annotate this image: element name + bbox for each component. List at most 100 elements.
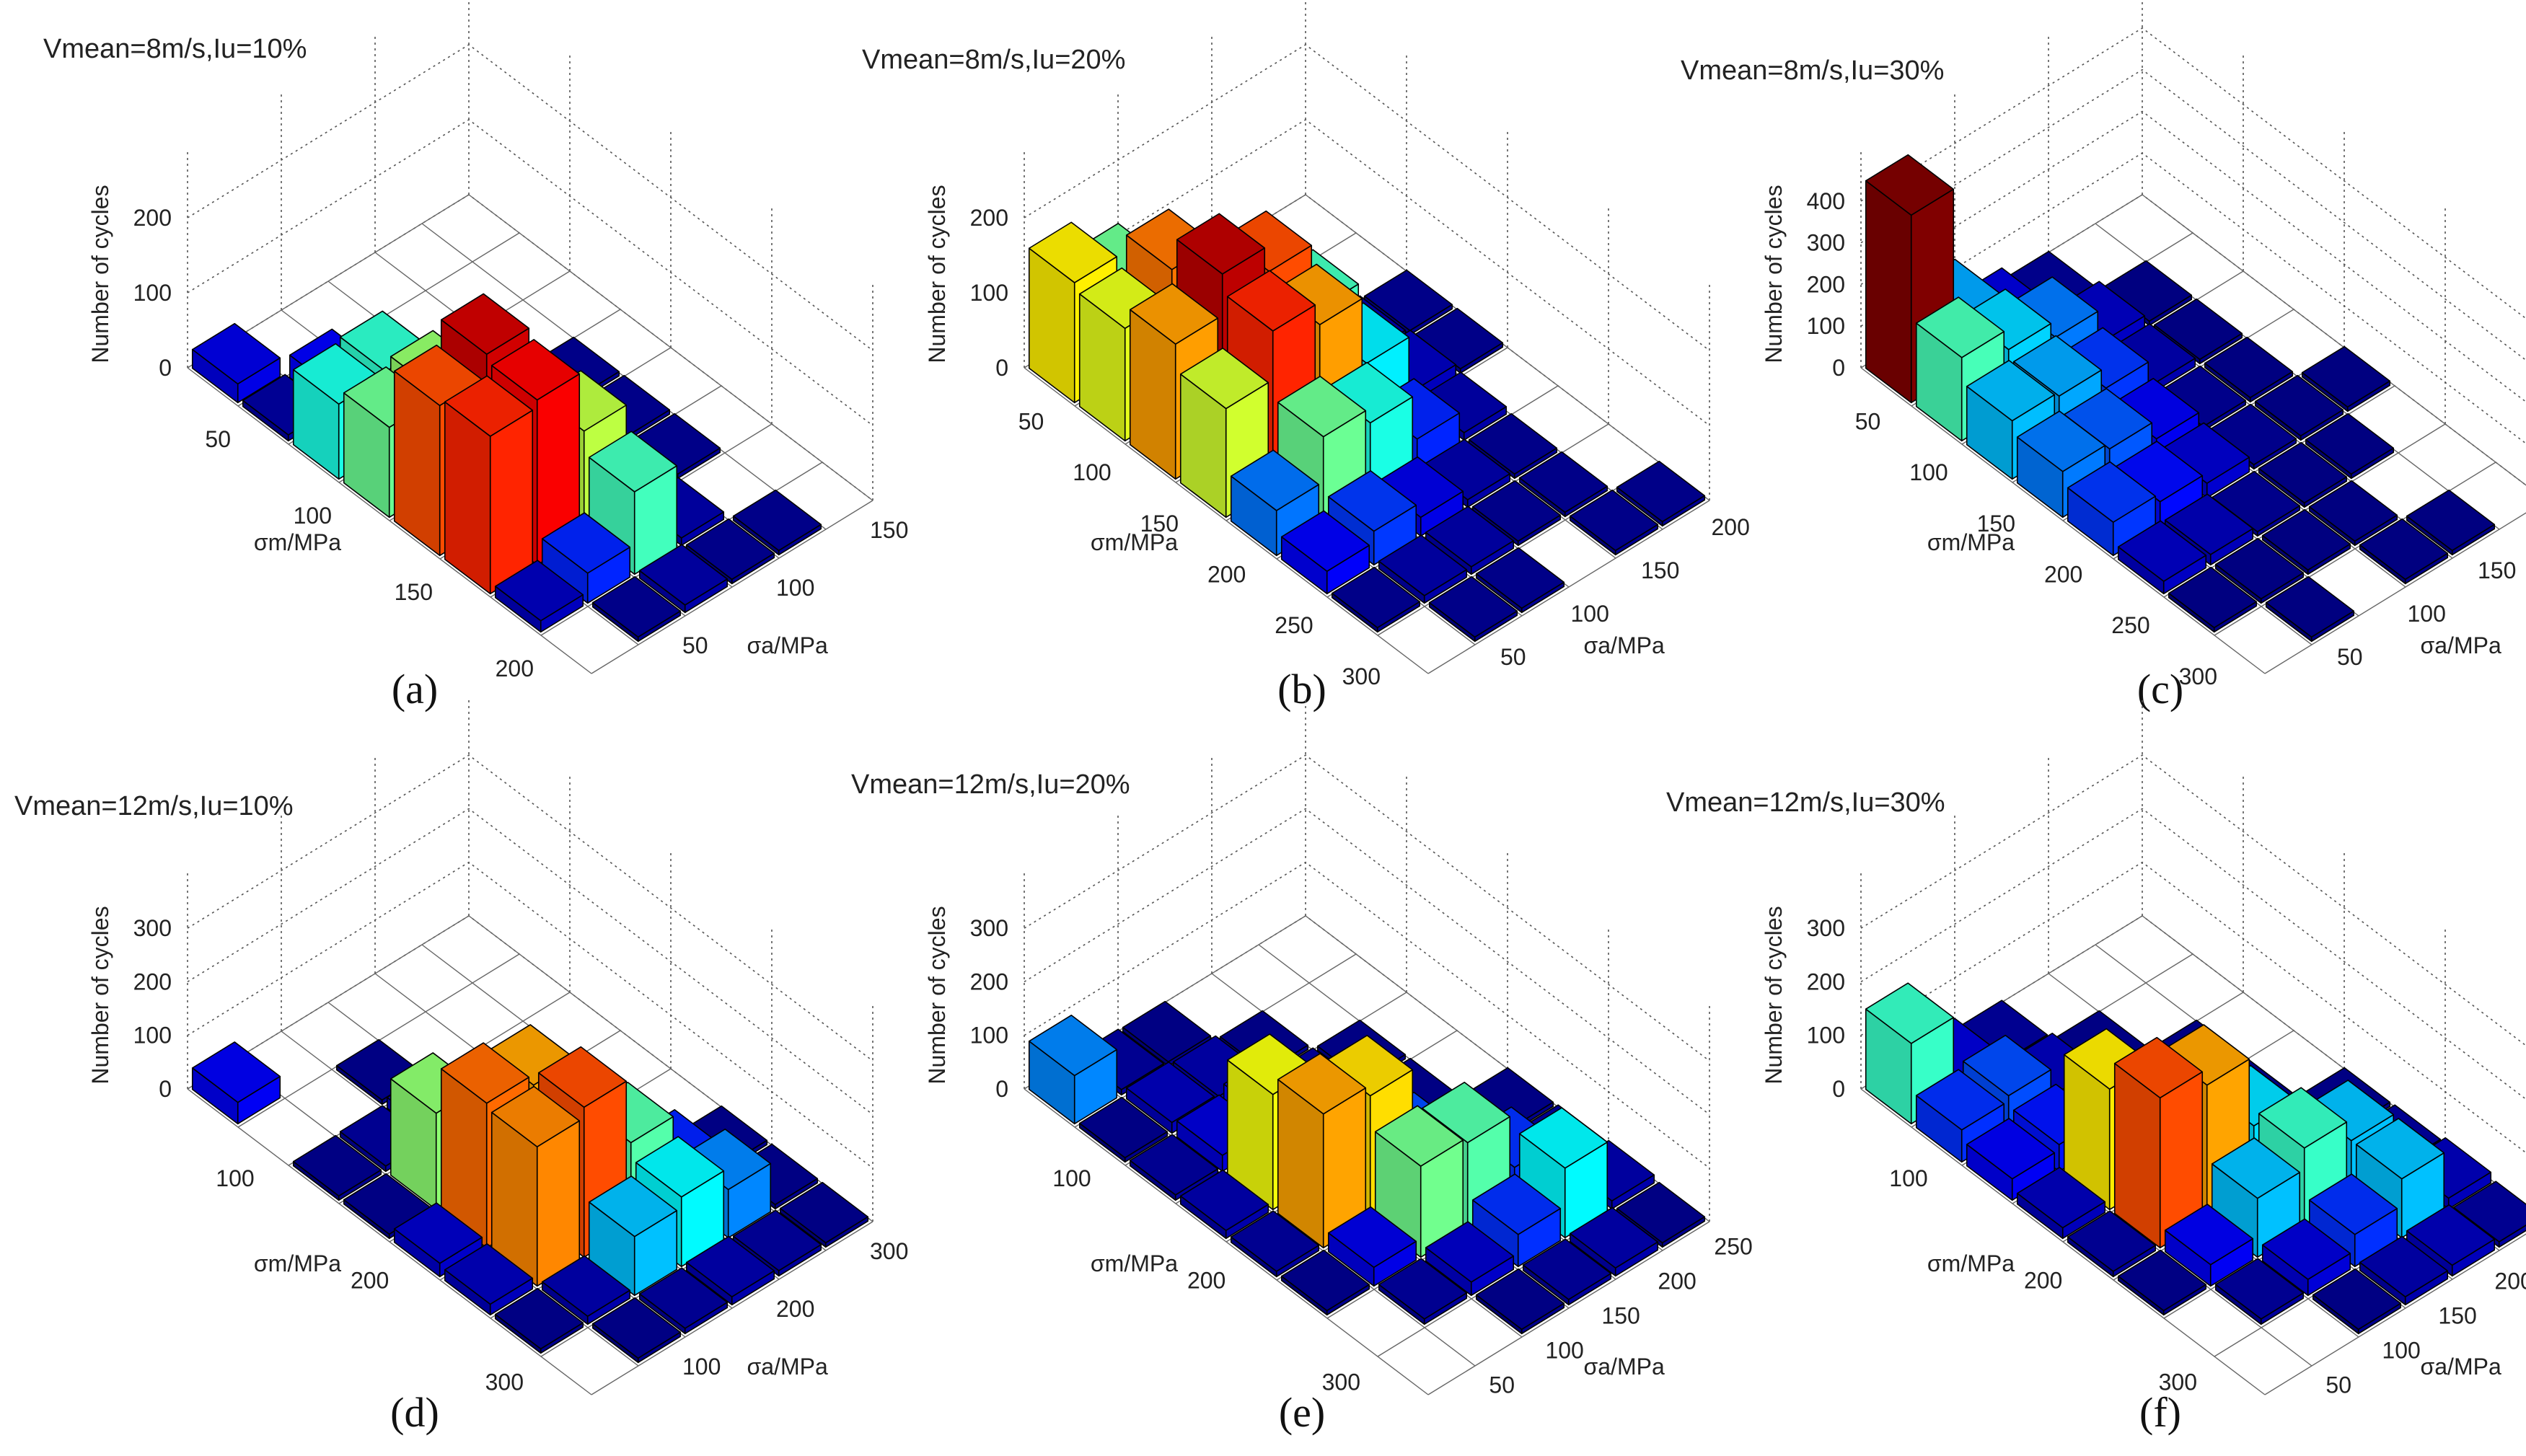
bar-m5-a2: [1374, 1105, 1464, 1258]
y-tick-label: 200: [1658, 1269, 1696, 1294]
z-tick-label: 200: [133, 205, 172, 231]
x-tick-label: 200: [2024, 1267, 2062, 1293]
bar-m6-a2: [588, 1175, 678, 1297]
z-tick-label: 100: [1807, 1023, 1845, 1049]
bar-m7-a4: [1569, 489, 1659, 556]
y-tick-label: 250: [1714, 1234, 1752, 1260]
z-tick-label: 100: [970, 1023, 1008, 1049]
bar-m7-a5: [779, 1181, 869, 1248]
x-tick-label: 300: [2159, 1369, 2197, 1395]
y-tick-label: 100: [2408, 601, 2446, 627]
z-tick-label: 200: [1807, 271, 1845, 297]
bars: [1865, 154, 2496, 643]
z-tick-label: 200: [1807, 969, 1845, 994]
z-tick-label: 100: [133, 1023, 172, 1049]
bar-m4-a1: [2113, 1036, 2204, 1249]
bar-m6-a4: [1518, 451, 1609, 518]
panel-b: 0 100 200 50 100 150 200 250 300 50 100 150 200 Numbe…: [862, 0, 1750, 689]
bar-m6-a2: [2261, 1218, 2351, 1297]
x-tick-label: 300: [2179, 663, 2217, 689]
bar-m7-a2: [638, 544, 729, 614]
x-tick-label: 50: [1018, 408, 1044, 434]
x-tick-label: 100: [216, 1165, 254, 1191]
bar-m6-a1: [2214, 1258, 2305, 1325]
z-axis-label: Number of cycles: [924, 185, 950, 363]
z-tick-label: 200: [133, 969, 172, 994]
bars: [1865, 982, 2526, 1335]
bar-m5-a0: [444, 375, 534, 595]
bar-m7-a5: [1616, 460, 1706, 527]
x-tick-label: 200: [1207, 561, 1246, 587]
chart-title: Vmean=8m/s,Iu=20%: [862, 45, 1125, 75]
bar-m5-a0: [1280, 1249, 1370, 1316]
bar-m5-a0: [444, 1243, 534, 1316]
y-tick-label: 200: [2494, 1269, 2526, 1294]
bar-m7-a3: [685, 1235, 775, 1306]
panel-a: 0 100 200 50 100 150 200 50 100 150 Number of cycl…: [43, 0, 908, 681]
bar-m1-a0: [1078, 1096, 1169, 1163]
bar-m6-a2: [1425, 1221, 1515, 1297]
bar-m7-a2: [1475, 1268, 1565, 1335]
panel-caption: (c): [2137, 666, 2183, 712]
panel-caption: (e): [1279, 1389, 1325, 1436]
bar-m5-a1: [1327, 1206, 1417, 1287]
bar-m6-a1: [1378, 534, 1468, 604]
chart-title: Vmean=12m/s,Iu=20%: [851, 769, 1130, 800]
z-tick-label: 0: [159, 355, 172, 381]
bars: [1028, 1000, 1706, 1335]
x-tick-label: 300: [485, 1369, 524, 1395]
z-tick-label: 100: [133, 280, 172, 306]
y-tick-label: 100: [1571, 601, 1609, 627]
z-axis-label: Number of cycles: [1761, 185, 1787, 363]
bar-m6-a0: [1331, 566, 1421, 633]
x-tick-label: 100: [1073, 459, 1111, 485]
z-tick-label: 300: [970, 915, 1008, 941]
x-tick-label: 300: [1322, 1369, 1360, 1395]
bar-m6-a2: [1425, 506, 1515, 575]
bar-m4-a4: [2254, 374, 2344, 441]
z-axis-label: Number of cycles: [87, 906, 113, 1084]
bar-m2-a0: [292, 1134, 382, 1201]
bars: [191, 293, 822, 643]
y-tick-label: 200: [776, 1296, 814, 1322]
z-tick-label: 0: [995, 355, 1008, 381]
y-tick-label: 150: [1641, 557, 1679, 583]
y-tick-label: 100: [2382, 1338, 2420, 1364]
bar-m2-a0: [1966, 1118, 2056, 1201]
bars: [1028, 208, 1706, 643]
bar-m0-a0: [191, 1041, 281, 1125]
z-tick-label: 0: [1832, 355, 1845, 381]
y-axis-label: σa/MPa: [1584, 632, 1665, 658]
panel-c: 0 100 200 300 400 50 100 150 200 250 300 50 100 150 20…: [1681, 0, 2526, 689]
bar-m7-a1: [591, 1297, 682, 1364]
bar-m4-a0: [2067, 461, 2157, 557]
x-tick-label: 200: [1187, 1267, 1225, 1293]
bar-m6-a2: [2261, 508, 2351, 575]
y-axis-label: σa/MPa: [1584, 1354, 1665, 1380]
z-tick-label: 0: [1832, 1076, 1845, 1102]
x-tick-label: 100: [1889, 1165, 1927, 1191]
y-tick-label: 150: [2438, 1303, 2476, 1329]
bar-m6-a0: [494, 1287, 584, 1354]
bar-m3-a0: [2016, 1166, 2106, 1240]
y-axis-label: σa/MPa: [747, 632, 828, 658]
bar-m7-a2: [2312, 1268, 2402, 1335]
y-tick-label: 100: [1545, 1338, 1583, 1364]
z-tick-label: 400: [1807, 188, 1845, 214]
chart-title: Vmean=12m/s,Iu=30%: [1666, 787, 1945, 818]
x-axis-label: σm/MPa: [254, 529, 341, 555]
bar-m5-a0: [1280, 510, 1370, 595]
bar-m7-a3: [1522, 1238, 1612, 1306]
x-axis-label: σm/MPa: [1091, 1250, 1178, 1276]
x-tick-label: 150: [1140, 511, 1179, 537]
chart-title: Vmean=8m/s,Iu=30%: [1681, 56, 1944, 86]
bars: [191, 1024, 869, 1364]
x-tick-label: 100: [1052, 1165, 1091, 1191]
bar-m2-a5: [1363, 269, 1453, 336]
bar-m6-a0: [2168, 566, 2258, 633]
bar-m5-a4: [2305, 412, 2395, 480]
bar-m5-a1: [490, 1085, 581, 1287]
x-tick-label: 150: [395, 579, 433, 605]
panel-f: 0 100 200 300 100 200 300 50 100 150 200 250 Number …: [1666, 700, 2526, 1398]
